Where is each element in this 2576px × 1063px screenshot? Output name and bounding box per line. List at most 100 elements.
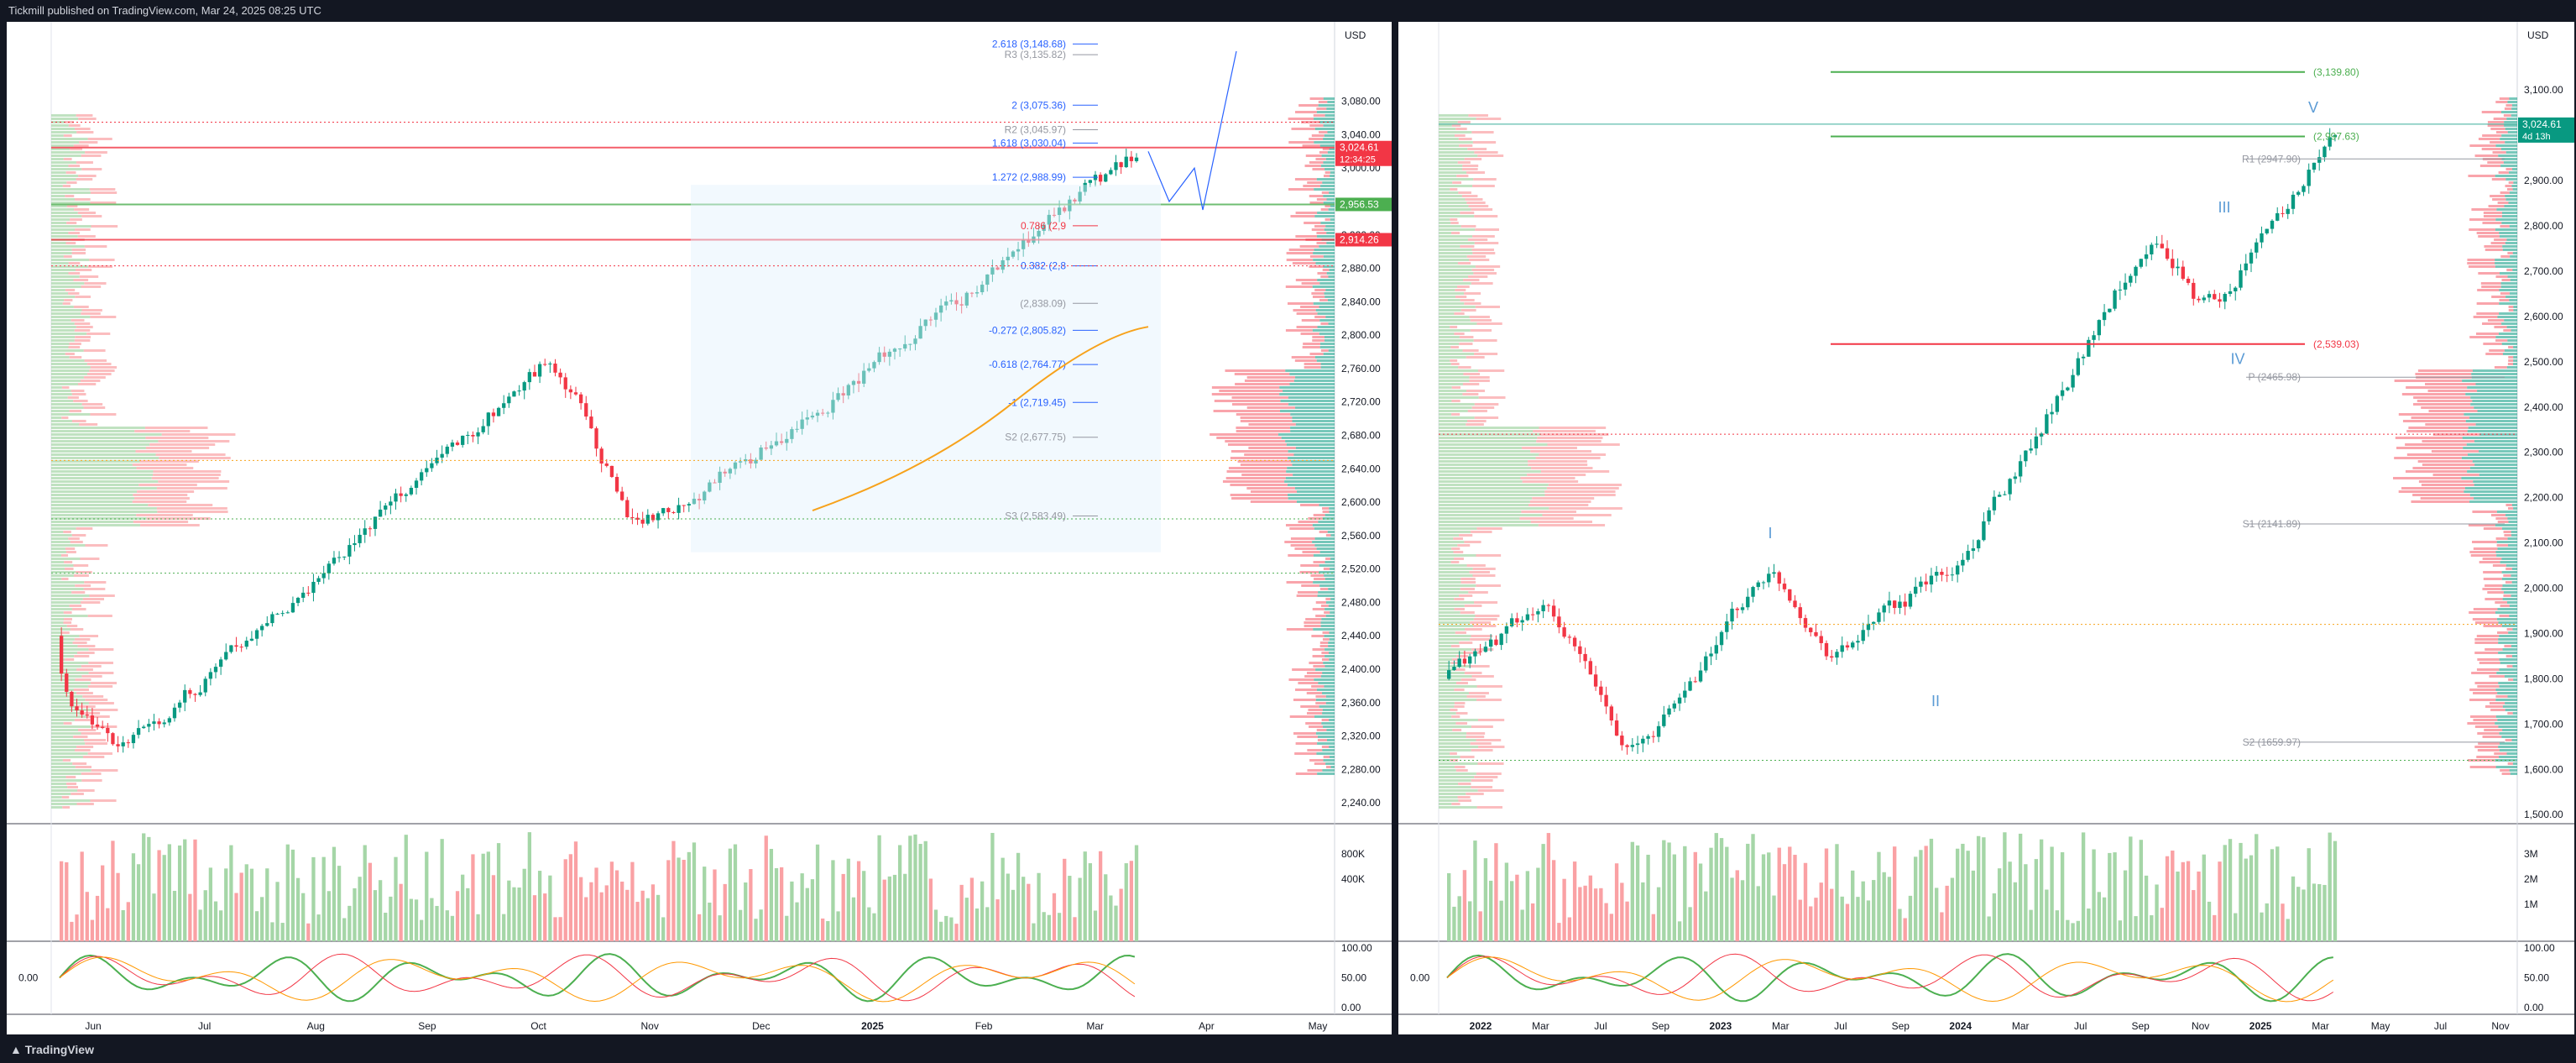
volume-bar [157,850,161,941]
volume-bar [677,857,681,941]
candle-body [2081,356,2086,359]
volume-profile-bar [1439,638,1471,641]
volume-profile-bar [1439,715,1452,718]
volume-bar [703,867,707,941]
volume-profile-bar [1299,245,1319,248]
chart-panel-right[interactable]: USD 1,500.00 1,600.00 1,700.00 1,800.00 1,900… [1398,22,2574,1034]
volume-profile-bar [65,353,75,355]
candle-body [507,396,511,404]
volume-profile-bar [2511,114,2517,117]
volume-profile-bar [1222,480,1285,483]
volume-profile-bar [2479,450,2517,453]
volume-profile-bar [2501,527,2517,530]
volume-profile-bar [1319,306,1335,308]
volume-bar [1651,914,1656,941]
volume-profile-bar [2474,406,2517,409]
candle-body [1840,645,1844,652]
volume-profile-bar [2511,594,2517,597]
volume-profile-bar [1439,262,1458,264]
price-tick-label: 3,040.00 [1341,128,1381,140]
volume-profile-bar [1287,302,1314,305]
chart-left-svg[interactable]: USD2,240.002,280.002,320.002,360.002,400… [7,22,1392,1034]
volume-profile-bar [80,712,101,715]
volume-profile-bar [51,339,75,342]
candle-body [2249,252,2254,264]
volume-profile-bar [2477,658,2500,661]
volume-profile-bar [2467,453,2517,456]
volume-profile-bar [1295,212,1318,214]
elliott-wave-label: I [1768,525,1772,542]
volume-profile-bar [1320,625,1335,627]
volume-profile-bar [51,423,80,426]
time-axis-label: Mar [2312,1020,2329,1032]
volume-bar [882,879,886,941]
volume-profile-bar [2472,511,2497,513]
volume-profile-bar [2499,302,2517,305]
volume-profile-bar [1439,618,1474,621]
volume-profile-bar [1305,722,1322,725]
candle-body [1830,656,1834,658]
oscillator-label: 50.00 [1341,972,1366,984]
candle-body [780,441,784,443]
tradingview-logo[interactable]: ▲ TradingView [10,1043,94,1056]
candle-body [409,488,414,495]
volume-bar [1488,880,1493,941]
volume-profile-bar [1330,611,1335,614]
volume-profile-bar [51,611,64,614]
candle-body [270,614,274,624]
volume-bar [244,864,248,941]
oscillator-line [59,953,1136,1002]
volume-profile-bar [51,148,71,150]
volume-bar [1782,864,1787,941]
candle-body [754,459,758,463]
volume-profile-bar [1439,218,1450,221]
volume-profile-bar [63,621,72,624]
candle-body [969,292,974,294]
volume-profile-bar [2495,259,2517,261]
candle-body [944,301,948,306]
price-tick-label: 2,800.00 [1341,329,1381,341]
candle-body [306,592,311,594]
volume-profile-bar [1314,537,1335,540]
candle-body [1940,572,1944,575]
candle-body [1961,559,1965,566]
volume-profile-bar [51,635,80,637]
volume-bar [1913,856,1918,941]
volume-profile-bar [1439,584,1476,587]
chart-panel-left[interactable]: USD 2,240.00 2,280.00 2,320.00 2,360.00 2,400… [7,22,1392,1034]
volume-profile-bar [2502,245,2517,248]
price-tick-label: 2,320.00 [1341,730,1381,742]
candle-body [311,581,316,594]
volume-profile-bar [1322,709,1335,711]
volume-profile-bar [2413,396,2471,399]
volume-bar [347,905,352,941]
volume-profile-bar [1439,581,1461,584]
volume-profile-bar [51,333,87,335]
volume-profile-bar [1439,410,1468,412]
volume-profile-bar [1439,477,1521,479]
chart-right-svg[interactable]: USD1,500.001,600.001,700.001,800.001,900… [1398,22,2574,1034]
volume-profile-bar [2465,393,2517,395]
volume-profile-bar [1467,410,1487,412]
volume-profile-bar [1439,645,1451,647]
volume-profile-bar [1439,692,1469,694]
candle-body [928,319,933,321]
volume-bar [70,921,74,941]
volume-bar [2328,832,2332,941]
candle-body [203,678,207,693]
candle-body [892,348,897,352]
volume-profile-bar [1453,551,1464,553]
volume-profile-bar [51,561,65,563]
volume-profile-bar [1241,474,1293,476]
volume-profile-bar [1439,285,1458,288]
volume-profile-bar [1439,594,1460,597]
volume-profile-bar [2474,621,2499,624]
volume-profile-bar [2491,296,2506,298]
volume-profile-bar [51,118,79,120]
volume-profile-bar [1319,151,1328,154]
volume-profile-bar [2474,440,2517,442]
fib-level-label: R3 (3,135.82) [1005,49,1066,60]
volume-profile-bar [74,329,91,332]
volume-bar [1057,913,1062,941]
time-axis-label: Sep [418,1020,436,1032]
